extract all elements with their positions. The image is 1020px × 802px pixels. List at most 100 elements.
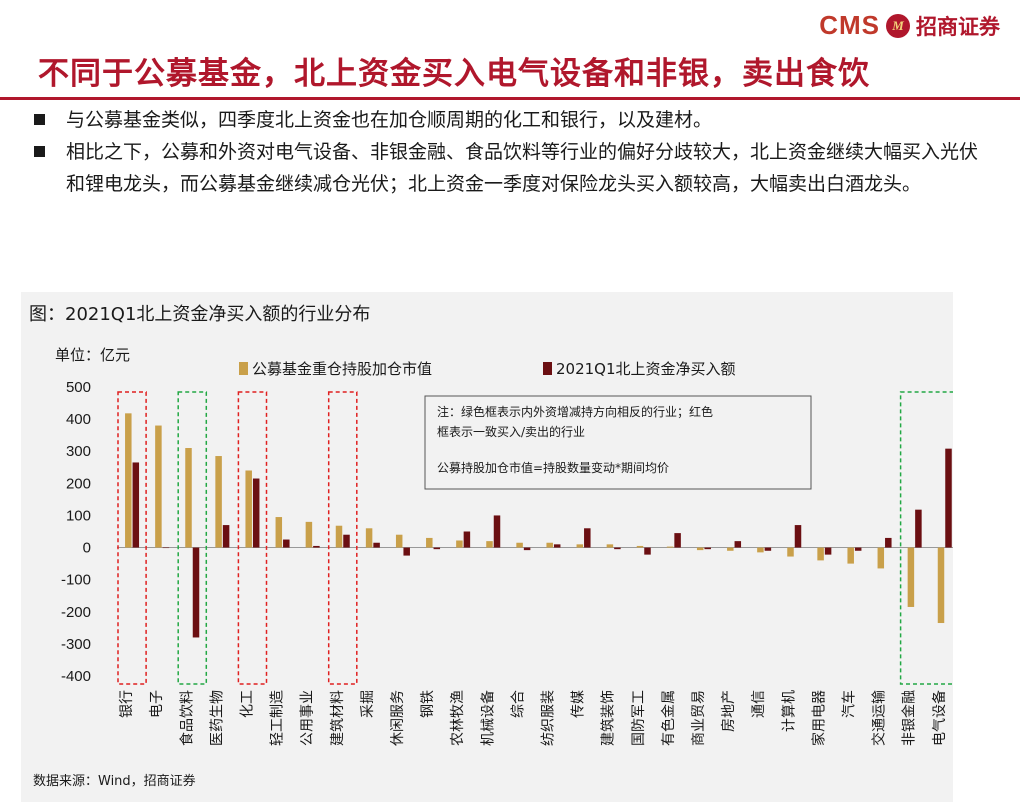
bar-fund bbox=[696, 547, 704, 551]
bar-northbound bbox=[463, 531, 471, 548]
bar-fund bbox=[215, 456, 222, 548]
legend-swatch-northbound bbox=[543, 362, 552, 375]
x-axis: 银行 电子 食品饮料 医药生物 化工 轻工制造 公用事业 建筑材料 采掘 休闲服务 钢铁 农林牧渔 机械… bbox=[119, 690, 948, 746]
legend: 公募基金重仓持股加仓市值 2021Q1北上资金净买入额 bbox=[239, 360, 736, 378]
bar-northbound bbox=[824, 547, 832, 555]
x-tick-label: 机械设备 bbox=[479, 690, 496, 746]
bar-northbound bbox=[192, 547, 200, 638]
chart-title: 图：2021Q1北上资金净买入额的行业分布 bbox=[29, 304, 370, 325]
y-tick-label: 400 bbox=[66, 411, 91, 428]
bars bbox=[125, 413, 952, 638]
bar-northbound bbox=[734, 541, 742, 548]
bullet-item: 相比之下，公募和外资对电气设备、非银金融、食品饮料等行业的偏好分歧较大，北上资金… bbox=[32, 136, 992, 200]
bar-northbound bbox=[433, 547, 441, 550]
bar-northbound bbox=[885, 537, 892, 548]
highlight-boxes bbox=[117, 391, 953, 685]
bar-fund bbox=[185, 448, 192, 548]
bullet-item: 与公募基金类似，四季度北上资金也在加仓顺周期的化工和银行，以及建材。 bbox=[32, 104, 992, 136]
bullet-list: 与公募基金类似，四季度北上资金也在加仓顺周期的化工和银行，以及建材。 相比之下，… bbox=[32, 104, 992, 200]
x-tick-label: 医药生物 bbox=[209, 690, 225, 746]
bar-northbound bbox=[644, 547, 651, 555]
bar-fund bbox=[426, 537, 433, 548]
y-axis: 500 400 300 200 100 0 -100 -200 -300 -400 bbox=[61, 379, 953, 685]
annotation-line: 公募持股加仓市值=持股数量变动*期间均价 bbox=[437, 460, 669, 475]
legend-label-fund: 公募基金重仓持股加仓市值 bbox=[252, 360, 432, 378]
bar-fund bbox=[576, 544, 584, 548]
annotation-frame bbox=[424, 395, 812, 490]
bar-fund bbox=[937, 547, 945, 624]
annotation-line: 框表示一致买入/卖出的行业 bbox=[437, 424, 585, 439]
bar-fund bbox=[546, 542, 553, 548]
unit-label: 单位：亿元 bbox=[55, 346, 130, 364]
x-tick-label: 电子 bbox=[149, 690, 165, 718]
bar-fund bbox=[727, 547, 734, 551]
bar-fund bbox=[456, 540, 463, 548]
bar-fund bbox=[245, 470, 252, 548]
highlight-box bbox=[327, 391, 358, 685]
y-tick-label: 300 bbox=[66, 443, 91, 460]
bar-northbound bbox=[674, 533, 681, 548]
bar-northbound bbox=[523, 547, 531, 551]
bar-fund bbox=[757, 547, 764, 553]
x-tick-label: 国防军工 bbox=[631, 690, 647, 746]
bar-northbound bbox=[493, 515, 501, 548]
bar-fund bbox=[877, 547, 885, 569]
brand-logo: CMS M 招商证券 bbox=[819, 10, 1000, 41]
bar-northbound bbox=[403, 547, 410, 556]
bar-northbound bbox=[132, 462, 140, 548]
x-tick-label: 商业贸易 bbox=[691, 690, 707, 746]
page-title: 不同于公募基金，北上资金买入电气设备和非银，卖出食饮 bbox=[38, 56, 870, 92]
logo-cn: 招商证券 bbox=[916, 14, 1000, 39]
x-tick-label: 建筑装饰 bbox=[601, 690, 617, 746]
x-tick-label: 有色金属 bbox=[660, 690, 677, 746]
bar-fund bbox=[486, 541, 493, 548]
bar-fund bbox=[787, 547, 794, 557]
x-tick-label: 非银金融 bbox=[902, 690, 918, 746]
x-tick-label: 休闲服务 bbox=[390, 690, 406, 746]
y-tick-label: -100 bbox=[61, 572, 91, 589]
x-tick-label: 公用事业 bbox=[300, 690, 316, 746]
x-tick-label: 传媒 bbox=[571, 690, 587, 718]
highlight-box bbox=[117, 391, 147, 685]
highlight-box bbox=[177, 391, 208, 685]
x-tick-label: 汽车 bbox=[840, 690, 857, 718]
bar-northbound bbox=[764, 547, 772, 551]
x-tick-label: 轻工制造 bbox=[270, 690, 286, 746]
y-tick-label: -300 bbox=[61, 636, 91, 653]
bar-fund bbox=[125, 413, 132, 548]
bar-northbound bbox=[584, 528, 591, 548]
bar-fund bbox=[907, 547, 915, 607]
x-tick-label: 钢铁 bbox=[420, 690, 436, 718]
annotation-line: 注：绿色框表示内外资增减持方向相反的行业；红色 bbox=[437, 404, 713, 419]
y-tick-label: 100 bbox=[66, 507, 91, 524]
bar-northbound bbox=[252, 478, 260, 548]
annotation-box: 注：绿色框表示内外资增减持方向相反的行业；红色 框表示一致买入/卖出的行业 公募… bbox=[424, 395, 812, 490]
legend-swatch-fund bbox=[239, 362, 248, 375]
logo-latin: CMS bbox=[819, 10, 880, 40]
logo-emblem-icon: M bbox=[886, 13, 910, 38]
bar-northbound bbox=[313, 545, 320, 548]
chart-panel: 图：2021Q1北上资金净买入额的行业分布 单位：亿元 公募基金重仓持股加仓市值… bbox=[21, 292, 953, 802]
bar-fund bbox=[155, 425, 162, 548]
x-tick-label: 计算机 bbox=[781, 690, 797, 732]
bar-fund bbox=[305, 521, 313, 548]
highlight-box bbox=[237, 391, 268, 685]
y-tick-label: 200 bbox=[66, 475, 91, 492]
bar-fund bbox=[636, 545, 644, 548]
bar-northbound bbox=[283, 539, 290, 548]
bar-fund bbox=[606, 544, 614, 548]
x-tick-label: 电气设备 bbox=[931, 690, 948, 746]
bar-fund bbox=[516, 542, 523, 548]
bar-northbound bbox=[162, 547, 170, 549]
highlight-box bbox=[899, 391, 953, 685]
x-tick-label: 交通运输 bbox=[871, 690, 888, 746]
y-tick-label: -200 bbox=[61, 604, 91, 621]
bar-fund bbox=[817, 547, 824, 561]
legend-label-northbound: 2021Q1北上资金净买入额 bbox=[556, 360, 736, 378]
x-tick-label: 综合 bbox=[510, 690, 526, 718]
y-tick-label: 500 bbox=[66, 379, 91, 396]
bar-fund bbox=[275, 517, 283, 548]
x-tick-label: 纺织服装 bbox=[540, 690, 556, 746]
bar-northbound bbox=[704, 547, 711, 550]
x-tick-label: 食品饮料 bbox=[178, 690, 195, 746]
